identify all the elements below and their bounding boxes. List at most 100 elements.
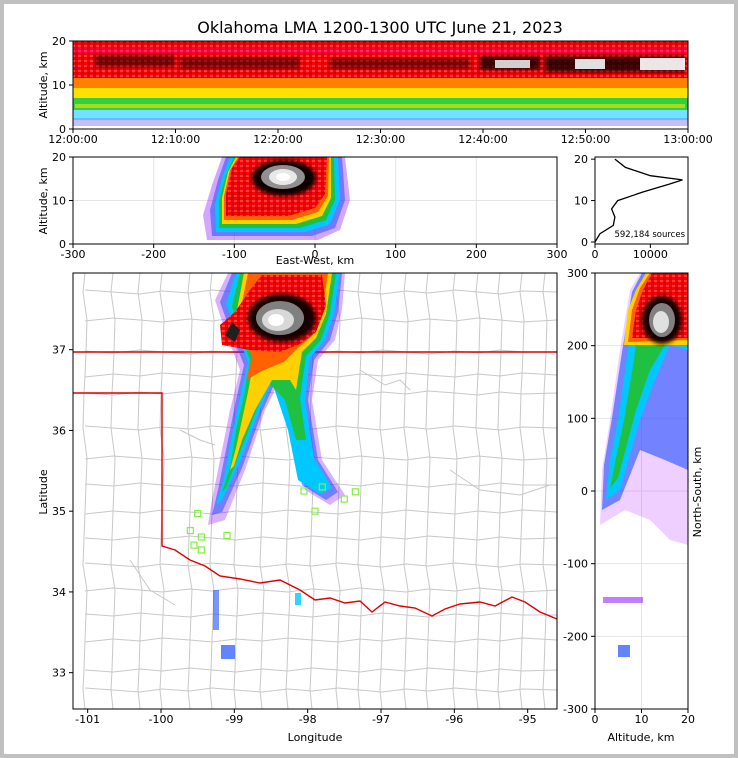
northsouth-y-tick-label: -300 xyxy=(563,703,588,716)
county-boundary xyxy=(84,372,557,378)
time-x-tick-label: 12:30:00 xyxy=(356,133,405,146)
time-x-tick-label: 12:00:00 xyxy=(48,133,97,146)
time-y-tick-label: 20 xyxy=(52,35,66,48)
time-x-tick-label: 12:20:00 xyxy=(253,133,302,146)
plan-x-tick-label: -99 xyxy=(225,713,243,726)
northsouth-y-tick-label: -200 xyxy=(563,630,588,643)
county-boundary xyxy=(497,273,503,709)
time-heatmap xyxy=(73,41,688,129)
plan-axes-frame xyxy=(72,272,558,710)
plan-map xyxy=(73,273,557,709)
northsouth-x-tick-label: 20 xyxy=(681,713,695,726)
time-x-tick-label: 12:40:00 xyxy=(458,133,507,146)
county-boundary xyxy=(84,425,557,431)
northsouth-xlabel: Altitude, km xyxy=(607,731,674,744)
county-boundary xyxy=(84,562,557,568)
county-boundary xyxy=(425,273,431,709)
county-boundary xyxy=(84,667,557,673)
plan-x-ticks: -101 -100 -99 -98 -97 -96 -95 xyxy=(75,709,537,726)
eastwest-x-tick-label: 200 xyxy=(466,248,487,261)
station-marker xyxy=(300,487,308,495)
plan-y-ticks: 33 34 35 36 37 xyxy=(52,344,73,680)
eastwest-x-ticks: -300 -200 -100 0 100 200 300 xyxy=(61,244,568,261)
northsouth-y-tick-label: 0 xyxy=(581,485,588,498)
histogram-line xyxy=(594,158,683,243)
plan-y-tick-label: 35 xyxy=(52,505,66,518)
station-marker xyxy=(190,541,198,549)
station-marker xyxy=(340,495,348,503)
northsouth-x-tick-label: 10 xyxy=(635,713,649,726)
station-marker xyxy=(318,483,326,491)
time-x-tick-label: 12:50:00 xyxy=(561,133,610,146)
county-boundary xyxy=(84,587,557,593)
plan-x-tick-label: -96 xyxy=(445,713,463,726)
northsouth-y-tick-label: 200 xyxy=(567,340,588,353)
panel-northsouth-altitude: 0 10 20 -300 -200 -100 0 100 200 300 Altitude, k… xyxy=(563,267,704,744)
plan-x-tick-label: -95 xyxy=(519,713,537,726)
time-x-tick-label: 12:10:00 xyxy=(151,133,200,146)
county-boundary xyxy=(82,273,88,709)
plan-ylabel: Latitude xyxy=(37,469,50,515)
lma-stations xyxy=(186,483,359,554)
histogram-x-tick-label: 10000 xyxy=(633,248,668,261)
histogram-y-tick-label: 10 xyxy=(574,195,588,208)
time-y-tick-label: 10 xyxy=(52,79,66,92)
plan-y-tick-label: 34 xyxy=(52,586,66,599)
county-boundary xyxy=(84,687,557,693)
figure-frame: Oklahoma LMA 1200-1300 UTC June 21, 2023… xyxy=(4,4,734,754)
county-boundary xyxy=(84,637,557,643)
county-boundary xyxy=(187,273,193,709)
county-boundary xyxy=(84,390,557,396)
histogram-y-tick-label: 20 xyxy=(574,153,588,166)
time-x-tick-label: 13:00:00 xyxy=(663,133,712,146)
eastwest-y-ticks: 0 10 20 xyxy=(52,151,73,251)
county-boundary xyxy=(84,612,557,618)
plan-x-tick-label: -100 xyxy=(149,713,174,726)
eastwest-ylabel: Altitude, km xyxy=(37,167,50,234)
eastwest-heatmap xyxy=(73,157,557,244)
northsouth-x-tick-label: 0 xyxy=(592,713,599,726)
eastwest-x-tick-label: -200 xyxy=(141,248,166,261)
plan-xlabel: Longitude xyxy=(288,731,343,744)
northsouth-ylabel: North-South, km xyxy=(691,447,704,538)
station-marker xyxy=(186,526,194,535)
plan-x-tick-label: -97 xyxy=(372,713,390,726)
eastwest-x-tick-label: 100 xyxy=(385,248,406,261)
storm-plume xyxy=(208,273,345,659)
county-boundary xyxy=(379,273,385,709)
northsouth-x-ticks: 0 10 20 xyxy=(592,709,695,726)
northsouth-y-tick-label: -100 xyxy=(563,558,588,571)
plan-y-tick-label: 37 xyxy=(52,344,66,357)
station-marker xyxy=(311,507,319,515)
histogram-x-ticks: 0 10000 xyxy=(592,244,668,261)
northsouth-y-tick-label: 300 xyxy=(567,267,588,280)
panel-altitude-time: 12:00:00 12:10:00 12:20:00 12:30:00 12:40:00… xyxy=(37,35,713,146)
plan-x-tick-label: -98 xyxy=(299,713,317,726)
eastwest-x-tick-label: 300 xyxy=(547,248,568,261)
plan-x-tick-label: -101 xyxy=(75,713,100,726)
station-marker xyxy=(197,546,205,554)
figure: Oklahoma LMA 1200-1300 UTC June 21, 2023… xyxy=(37,18,713,744)
eastwest-y-tick-label: 0 xyxy=(59,238,66,251)
panel-altitude-eastwest: -300 -200 -100 0 100 200 300 0 10 20 East-West, … xyxy=(37,151,568,267)
time-y-tick-label: 0 xyxy=(59,123,66,136)
panel-histogram: 0 10000 0 10 20 592,184 sources xyxy=(574,153,689,261)
station-marker xyxy=(194,510,202,518)
station-marker xyxy=(351,488,359,496)
county-boundary xyxy=(475,273,481,709)
northsouth-y-tick-label: 100 xyxy=(567,412,588,425)
eastwest-x-tick-label: -100 xyxy=(222,248,247,261)
county-boundary xyxy=(84,535,557,541)
county-boundary xyxy=(357,273,363,709)
county-boundary xyxy=(335,273,341,709)
county-boundary xyxy=(209,273,215,709)
northsouth-heatmap xyxy=(595,273,688,709)
time-y-ticks: 0 10 20 xyxy=(52,35,73,136)
plan-y-tick-label: 36 xyxy=(52,424,66,437)
county-boundary xyxy=(84,455,557,461)
histogram-x-tick-label: 0 xyxy=(592,248,599,261)
station-marker xyxy=(223,531,231,540)
county-boundary xyxy=(452,273,458,709)
eastwest-xlabel: East-West, km xyxy=(276,254,354,267)
eastwest-x-tick-label: -300 xyxy=(61,248,86,261)
